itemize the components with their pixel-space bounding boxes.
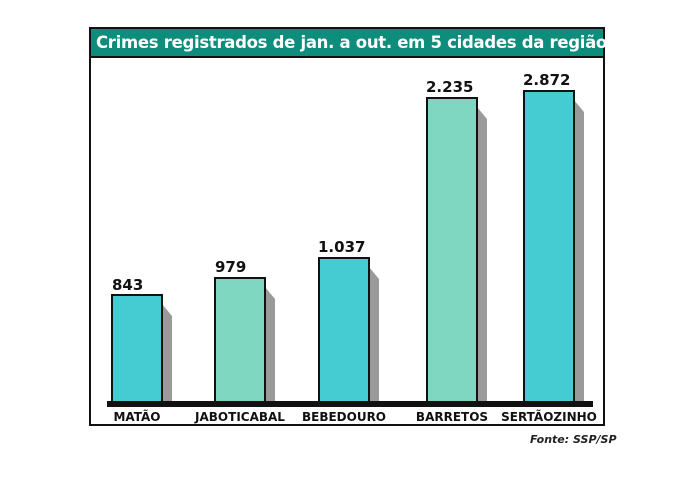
bar-shadow: [574, 100, 584, 401]
bar-jaboticabal: [214, 277, 266, 401]
bar-shadow: [477, 107, 487, 401]
value-label-jaboticabal: 979: [215, 258, 247, 276]
bar-shadow: [265, 287, 275, 401]
category-label-barretos: BARRETOS: [415, 410, 489, 424]
bar-barretos: [426, 97, 478, 401]
value-label-sertaozinho: 2.872: [523, 71, 571, 89]
value-label-barretos: 2.235: [426, 78, 474, 96]
x-axis-baseline: [107, 401, 593, 407]
category-label-sertaozinho: SERTÃOZINHO: [501, 410, 597, 424]
source-note: Fonte: SSP/SP: [530, 433, 617, 446]
value-label-matao: 843: [112, 276, 144, 294]
bar-matao: [111, 294, 163, 401]
category-label-matao: MATÃO: [113, 410, 161, 424]
bar-shadow: [162, 304, 172, 401]
chart-title: Crimes registrados de jan. a out. em 5 c…: [91, 29, 607, 58]
bar-sertaozinho: [523, 90, 575, 401]
value-label-bebedouro: 1.037: [318, 238, 366, 256]
bar-bebedouro: [318, 257, 370, 401]
bar-shadow: [369, 267, 379, 401]
category-label-jaboticabal: JABOTICABAL: [195, 410, 285, 424]
chart-frame: Crimes registrados de jan. a out. em 5 c…: [89, 27, 607, 426]
category-label-bebedouro: BEBEDOURO: [301, 410, 387, 424]
